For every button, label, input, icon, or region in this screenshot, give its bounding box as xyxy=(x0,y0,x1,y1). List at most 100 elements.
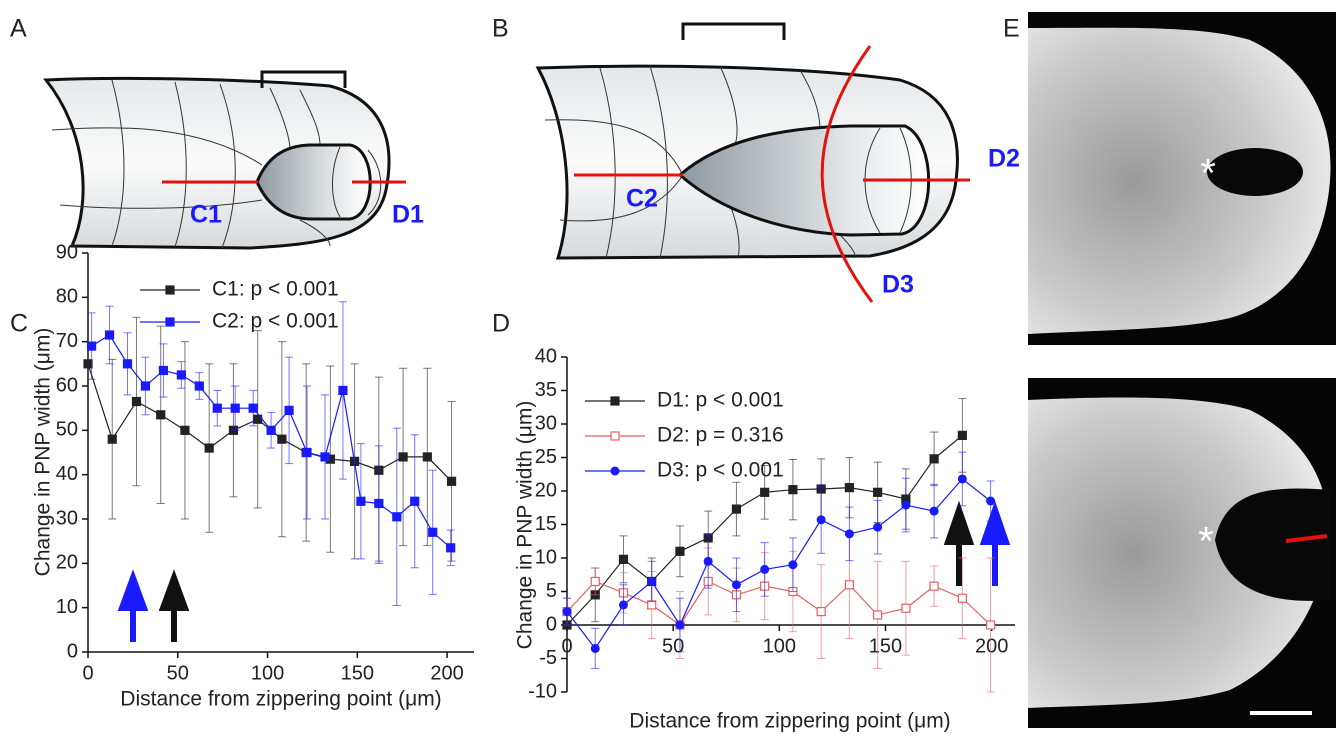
point xyxy=(760,487,770,497)
x-tick-label: 50 xyxy=(662,635,684,657)
x-tick-label: 0 xyxy=(561,635,572,657)
x-tick-label: 100 xyxy=(763,635,796,657)
arrows xyxy=(117,500,1011,642)
point xyxy=(156,410,166,420)
diagram-label: D2 xyxy=(988,145,1020,173)
point xyxy=(618,554,629,564)
point xyxy=(320,452,330,462)
legend-marker xyxy=(165,317,175,327)
legend-marker xyxy=(610,396,620,406)
point xyxy=(873,522,883,532)
y-tick-label: 5 xyxy=(546,580,557,602)
point xyxy=(446,543,456,553)
legend-label: C2: p < 0.001 xyxy=(212,310,339,333)
series-line xyxy=(566,580,992,626)
point xyxy=(131,396,142,407)
point xyxy=(422,452,432,462)
point xyxy=(107,434,117,444)
point xyxy=(590,643,600,653)
point xyxy=(731,580,741,590)
diagram-b: C2 D2 D3 xyxy=(535,22,1020,303)
point xyxy=(844,483,854,493)
x-tick-label: 100 xyxy=(251,662,284,684)
point xyxy=(703,556,713,566)
series-line xyxy=(566,478,991,650)
point xyxy=(248,403,258,413)
point xyxy=(788,485,798,495)
x-axis-label: Distance from zippering point (μm) xyxy=(120,688,441,711)
y-tick-label: 20 xyxy=(56,552,78,574)
point xyxy=(760,564,770,574)
y-tick-label: 30 xyxy=(535,412,557,434)
diagram-label: C1 xyxy=(190,201,222,229)
point xyxy=(901,603,911,613)
point xyxy=(647,600,657,610)
point xyxy=(104,330,115,340)
x-tick-label: 150 xyxy=(869,635,902,657)
point xyxy=(986,496,996,506)
y-tick-label: 60 xyxy=(56,374,78,396)
point xyxy=(410,496,420,506)
point xyxy=(618,600,628,610)
y-axis-label: Change in PNP width (μm) xyxy=(514,401,537,650)
y-tick-label: 20 xyxy=(535,479,557,501)
panel-letter: D xyxy=(492,310,510,338)
point xyxy=(284,405,294,415)
x-axis-label: Distance from zippering point (μm) xyxy=(629,710,950,733)
point xyxy=(929,506,939,516)
x-tick-label: 200 xyxy=(975,635,1008,657)
point xyxy=(158,365,169,376)
y-tick-label: 30 xyxy=(56,507,78,529)
point xyxy=(985,620,996,630)
point xyxy=(374,498,384,509)
point xyxy=(122,359,133,369)
point xyxy=(302,447,312,458)
point xyxy=(957,430,967,440)
point xyxy=(392,512,402,522)
point xyxy=(428,527,438,537)
diagram-label: C2 xyxy=(626,185,658,213)
point xyxy=(873,610,883,620)
y-tick-label: -10 xyxy=(528,680,557,702)
y-tick-label: 15 xyxy=(535,513,557,535)
micrograph: * xyxy=(1028,12,1336,345)
point xyxy=(180,425,190,435)
panel-letter: B xyxy=(492,15,509,43)
legend-label: C1: p < 0.001 xyxy=(212,278,339,301)
point xyxy=(929,581,939,591)
legend-label: D1: p < 0.001 xyxy=(657,389,784,412)
legend-marker xyxy=(610,431,620,441)
x-tick-label: 0 xyxy=(82,662,93,684)
y-tick-label: 10 xyxy=(56,596,78,618)
point xyxy=(398,452,408,462)
point xyxy=(83,359,93,369)
point xyxy=(844,529,854,539)
point xyxy=(140,381,151,391)
diagram-label: D1 xyxy=(392,201,424,229)
y-tick-label: 70 xyxy=(56,330,78,352)
diagram-label: D3 xyxy=(882,271,914,299)
y-tick-label: 50 xyxy=(56,419,78,441)
y-tick-label: -5 xyxy=(539,647,557,669)
legend-label: D3: p < 0.001 xyxy=(657,459,784,482)
micrograph: * xyxy=(1028,378,1336,728)
panel-letter: C xyxy=(10,310,28,338)
point xyxy=(816,515,826,525)
point xyxy=(277,434,287,444)
y-tick-label: 25 xyxy=(535,446,557,468)
point xyxy=(230,403,240,413)
point xyxy=(929,454,939,464)
y-tick-label: 35 xyxy=(535,379,557,401)
legend-marker xyxy=(165,285,175,295)
x-tick-label: 200 xyxy=(430,662,463,684)
y-tick-label: 40 xyxy=(535,345,557,367)
point xyxy=(675,620,685,630)
panel-letter: E xyxy=(1003,15,1020,43)
diagram-a: C1 D1 xyxy=(42,70,424,250)
point xyxy=(446,476,457,486)
point xyxy=(194,381,204,391)
y-axis-label: Change in PNP width (μm) xyxy=(32,328,55,577)
point xyxy=(675,546,685,556)
panel-letter: A xyxy=(10,15,27,43)
